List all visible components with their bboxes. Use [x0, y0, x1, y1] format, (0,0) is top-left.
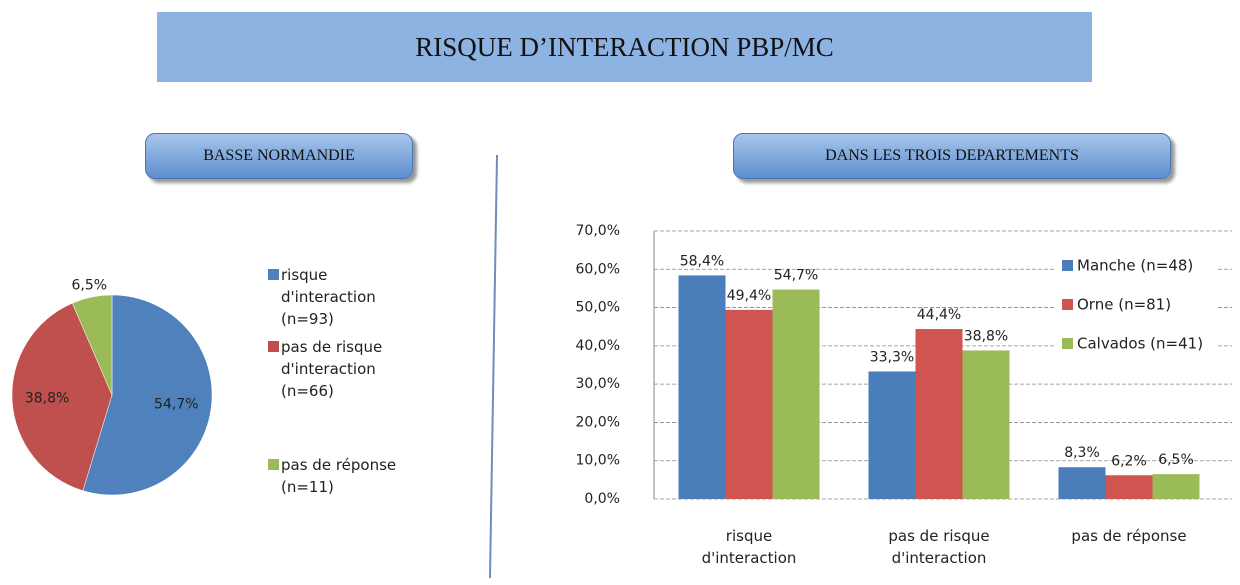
data-label: 6,2%	[1111, 453, 1147, 469]
bar	[915, 329, 963, 499]
y-tick-label: 60,0%	[576, 261, 620, 277]
data-label: 58,4%	[680, 253, 724, 269]
data-label: 54,7%	[154, 397, 198, 413]
x-tick-label: pas de réponse	[1071, 527, 1187, 545]
bar	[1058, 467, 1106, 499]
y-tick-label: 70,0%	[576, 223, 620, 239]
data-label: 38,8%	[964, 328, 1008, 344]
bar	[1152, 474, 1200, 499]
slide-title: RISQUE D’INTERACTION PBP/MC	[157, 12, 1092, 82]
panel-title: DANS LES TROIS DEPARTEMENTS	[733, 133, 1171, 179]
pie-slice	[71, 294, 113, 396]
data-label: 6,5%	[1158, 452, 1194, 468]
data-label: 6,5%	[71, 277, 107, 293]
legend-label: pas de réponse (n=11)	[281, 456, 397, 496]
legend-label: Manche (n=48)	[1077, 257, 1193, 275]
y-tick-label: 50,0%	[576, 300, 620, 316]
bar	[678, 275, 726, 499]
y-tick-label: 10,0%	[576, 453, 620, 469]
bar	[1105, 475, 1153, 499]
legend-label: pas de risque d'interaction (n=66)	[281, 338, 383, 400]
x-tick-label: risque d'interaction	[701, 527, 797, 567]
divider	[489, 154, 498, 579]
y-tick-label: 0,0%	[584, 491, 620, 507]
bar	[772, 289, 820, 499]
legend-swatch	[268, 341, 279, 352]
pie-slice	[82, 294, 213, 496]
data-label: 8,3%	[1064, 445, 1100, 461]
data-label: 54,7%	[774, 268, 818, 284]
data-label: 44,4%	[917, 307, 961, 323]
x-tick-label: pas de risque d'interaction	[888, 527, 990, 567]
legend-swatch	[268, 459, 279, 470]
legend-swatch	[268, 269, 279, 280]
legend-box	[1056, 248, 1218, 362]
bar	[962, 350, 1010, 499]
legend-label: Calvados (n=41)	[1077, 335, 1203, 353]
pie-slice	[11, 302, 113, 491]
legend-swatch	[1062, 338, 1073, 349]
bar	[725, 309, 773, 499]
y-tick-label: 20,0%	[576, 414, 620, 430]
bar	[868, 371, 916, 499]
legend-label: risque d'interaction (n=93)	[281, 266, 376, 328]
y-tick-label: 30,0%	[576, 376, 620, 392]
data-label: 38,8%	[25, 391, 69, 407]
legend-swatch	[1062, 260, 1073, 271]
panel-title: BASSE NORMANDIE	[145, 133, 413, 179]
legend-swatch	[1062, 299, 1073, 310]
data-label: 33,3%	[870, 350, 914, 366]
data-label: 49,4%	[727, 288, 771, 304]
y-tick-label: 40,0%	[576, 338, 620, 354]
legend-label: Orne (n=81)	[1077, 296, 1171, 314]
